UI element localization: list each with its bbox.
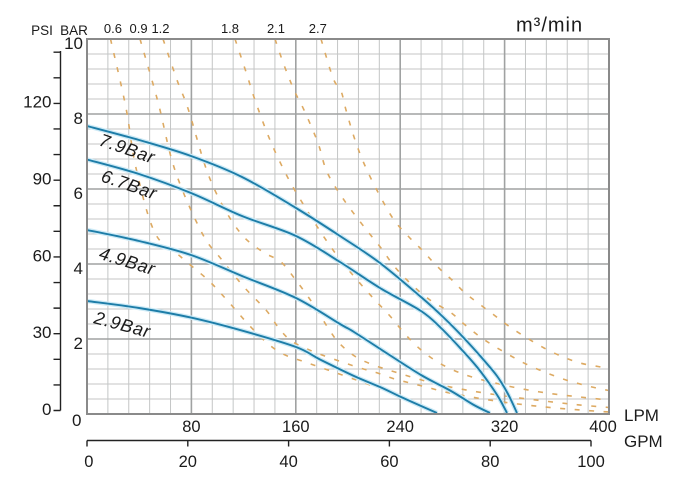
svg-text:60: 60	[33, 247, 52, 266]
svg-text:0: 0	[72, 411, 81, 430]
svg-text:0: 0	[42, 400, 51, 419]
svg-text:120: 120	[23, 93, 51, 112]
svg-text:LPM: LPM	[624, 406, 659, 425]
svg-text:20: 20	[179, 453, 197, 471]
svg-text:90: 90	[33, 170, 52, 189]
svg-text:80: 80	[481, 453, 499, 471]
svg-text:1.2: 1.2	[151, 21, 169, 36]
svg-text:2.1: 2.1	[267, 21, 285, 36]
svg-text:4: 4	[74, 259, 83, 278]
svg-text:2: 2	[74, 334, 83, 353]
svg-text:40: 40	[279, 453, 297, 471]
svg-text:320: 320	[491, 418, 519, 436]
svg-text:100: 100	[577, 453, 605, 471]
svg-text:6: 6	[74, 184, 83, 203]
svg-text:m³/min: m³/min	[516, 15, 583, 37]
svg-text:0: 0	[84, 453, 93, 471]
svg-text:400: 400	[589, 418, 617, 436]
svg-text:30: 30	[33, 323, 52, 342]
svg-text:0.6: 0.6	[104, 21, 122, 36]
svg-text:GPM: GPM	[624, 432, 663, 451]
svg-text:PSI: PSI	[31, 23, 53, 38]
svg-text:240: 240	[386, 418, 414, 436]
svg-text:BAR: BAR	[60, 23, 88, 38]
svg-text:0.9: 0.9	[130, 21, 148, 36]
svg-text:10: 10	[64, 34, 83, 53]
svg-text:8: 8	[74, 109, 83, 128]
svg-text:80: 80	[182, 418, 200, 436]
svg-text:60: 60	[380, 453, 398, 471]
svg-text:160: 160	[282, 418, 310, 436]
svg-text:2.7: 2.7	[309, 21, 327, 36]
svg-text:1.8: 1.8	[221, 21, 239, 36]
